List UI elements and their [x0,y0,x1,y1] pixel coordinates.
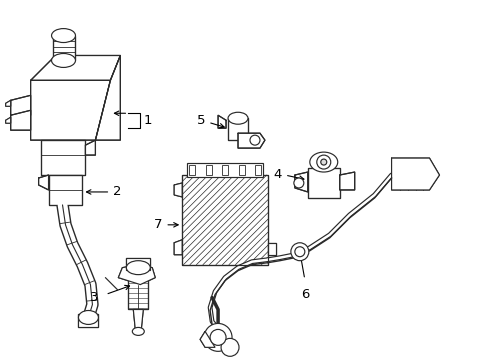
Text: 5: 5 [196,114,204,127]
Ellipse shape [309,152,337,172]
Polygon shape [227,118,247,140]
Circle shape [221,338,239,356]
Text: 6: 6 [300,288,308,301]
Ellipse shape [227,112,247,124]
Polygon shape [31,55,120,80]
Bar [182,175,267,265]
Circle shape [210,329,225,345]
Polygon shape [133,310,143,329]
Text: 1: 1 [143,114,151,127]
Circle shape [249,135,260,145]
Polygon shape [200,332,215,347]
Polygon shape [41,140,85,175]
Bar [205,165,211,175]
Polygon shape [95,55,120,140]
Circle shape [203,323,232,351]
Polygon shape [6,100,11,106]
Bar [187,163,263,177]
Circle shape [320,159,326,165]
Polygon shape [118,265,155,285]
Polygon shape [78,315,98,328]
Text: 4: 4 [273,167,281,180]
Text: 2: 2 [113,185,122,198]
Polygon shape [126,258,150,270]
Ellipse shape [126,261,150,275]
Polygon shape [391,158,439,190]
Polygon shape [339,172,354,190]
Text: 7: 7 [153,218,162,231]
Polygon shape [31,80,110,140]
Polygon shape [128,278,148,310]
Circle shape [316,155,330,169]
Bar [189,165,195,175]
Polygon shape [11,110,31,130]
Polygon shape [39,175,48,190]
Bar [254,165,261,175]
Polygon shape [174,183,182,197]
Circle shape [293,178,303,188]
Bar [238,165,244,175]
Polygon shape [174,240,182,255]
Polygon shape [218,115,225,128]
Polygon shape [48,175,82,205]
Ellipse shape [51,54,75,67]
Polygon shape [294,172,307,192]
Polygon shape [6,117,11,123]
Ellipse shape [132,328,144,336]
Text: 3: 3 [90,291,98,304]
Ellipse shape [51,28,75,42]
Ellipse shape [78,310,98,324]
Circle shape [290,243,308,261]
Bar [222,165,227,175]
Polygon shape [52,36,75,60]
Polygon shape [11,95,31,115]
Polygon shape [307,168,339,198]
Circle shape [294,247,304,257]
Polygon shape [85,140,95,155]
Bar [182,175,267,265]
Polygon shape [238,133,264,148]
Polygon shape [267,243,275,255]
